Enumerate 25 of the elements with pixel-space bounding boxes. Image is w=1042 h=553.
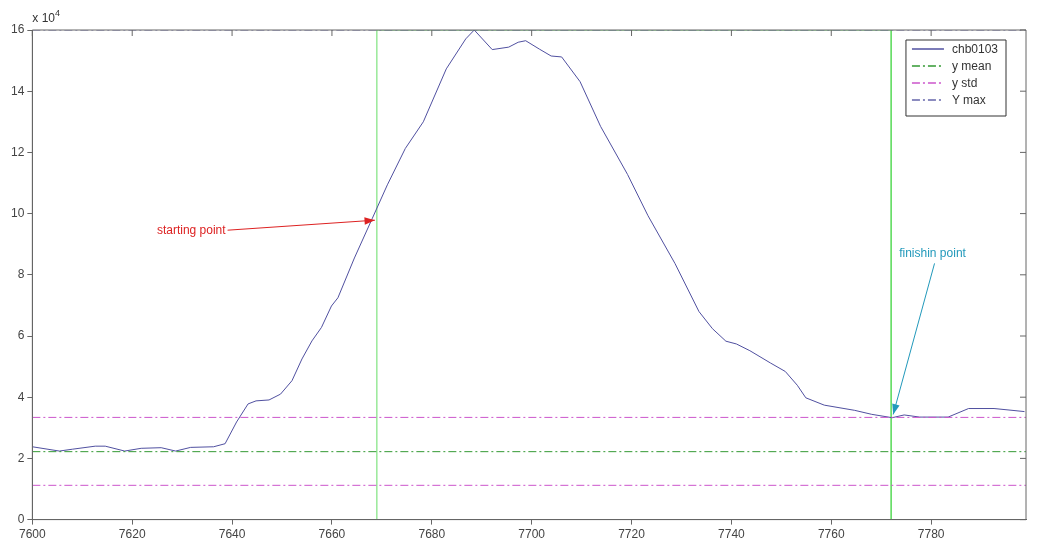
x-tick-label: 7700 bbox=[518, 527, 546, 542]
x-tick-label: 7760 bbox=[817, 527, 845, 542]
x-tick-label: 7620 bbox=[118, 527, 146, 542]
x-tick-label: 7600 bbox=[19, 527, 47, 542]
x-tick-label: 7720 bbox=[618, 527, 646, 542]
legend-label: y mean bbox=[951, 59, 992, 73]
legend-label: y std bbox=[951, 76, 978, 90]
x-tick-label: 7680 bbox=[418, 527, 446, 542]
y-tick-label: 16 bbox=[10, 22, 25, 37]
y-tick-label: 12 bbox=[10, 144, 25, 159]
annotation: starting point bbox=[156, 223, 227, 238]
y-tick-label: 2 bbox=[17, 450, 25, 465]
legend-label: Y max bbox=[951, 93, 986, 107]
y-tick-label: 4 bbox=[17, 389, 25, 404]
x-tick-label: 7660 bbox=[318, 527, 346, 542]
annotation: finishin point bbox=[899, 246, 967, 261]
x-tick-label: 7640 bbox=[218, 527, 246, 542]
x-tick-label: 7740 bbox=[718, 527, 746, 542]
y-tick-label: 0 bbox=[17, 511, 25, 526]
y-tick-label: 6 bbox=[17, 328, 25, 343]
y-tick-label: 10 bbox=[10, 205, 25, 220]
legend-label: chb0103 bbox=[951, 42, 999, 56]
y-tick-label: 8 bbox=[17, 267, 25, 282]
x-tick-label: 7780 bbox=[917, 527, 945, 542]
y-tick-label: 14 bbox=[10, 83, 25, 98]
